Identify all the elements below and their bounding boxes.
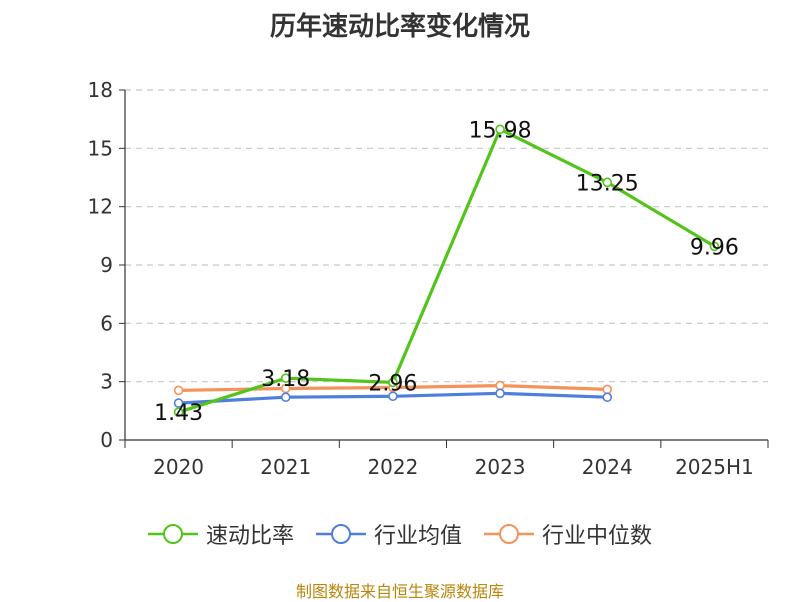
point-0-0 (173, 407, 184, 417)
y-tick-label-0: 0 (100, 428, 113, 452)
x-tick-label-3: 2023 (475, 455, 526, 479)
data-label-5: 9.96 (690, 235, 739, 260)
series-line-0 (178, 127, 716, 414)
point-0-2 (388, 377, 398, 388)
point-0-3 (495, 124, 505, 135)
grid-lines (125, 89, 768, 383)
point-1-3 (495, 388, 505, 399)
data-label-4: 13.25 (576, 171, 639, 196)
data-label-2: 2.96 (368, 371, 417, 396)
legend: 速动比率 行业均值 行业中位数 (0, 518, 800, 550)
y-tick-label-5: 15 (88, 136, 113, 160)
legend-item-0[interactable]: 速动比率 (147, 518, 294, 550)
data-label-0: 1.43 (154, 401, 203, 426)
legend-swatch-1 (315, 524, 366, 544)
x-tick-label-5: 2025H1 (675, 455, 754, 479)
x-tick-label-0: 2020 (153, 455, 204, 479)
data-label-3: 15.98 (469, 118, 532, 143)
point-1-1 (280, 392, 291, 403)
y-tick-label-6: 18 (88, 78, 113, 102)
legend-item-2[interactable]: 行业中位数 (484, 518, 652, 550)
y-tick-label-3: 9 (100, 253, 113, 277)
legend-swatch-2 (484, 524, 534, 544)
data-labels: 1.43 3.18 2.96 15.98 13.25 9.96 (154, 118, 739, 426)
legend-label-0: 速动比率 (205, 524, 294, 549)
axes: 0 3 6 9 12 15 18 2020 2021 2022 2023 2024 2025H1 (88, 78, 769, 479)
point-2-3 (495, 380, 505, 391)
legend-item-1[interactable]: 行业均值 (315, 518, 462, 550)
point-0-4 (602, 177, 613, 188)
x-tick-label-4: 2024 (582, 455, 633, 479)
point-1-2 (388, 391, 398, 402)
x-tick-label-2: 2022 (367, 455, 418, 479)
y-tick-label-4: 12 (88, 195, 113, 219)
point-0-1 (280, 373, 291, 383)
source-note: 制图数据来自恒生聚源数据库 (295, 582, 504, 601)
point-0-5 (709, 241, 720, 252)
legend-label-2: 行业中位数 (542, 524, 653, 549)
y-tick-label-1: 3 (100, 370, 113, 394)
legend-swatch-0 (147, 524, 198, 544)
x-tick-label-1: 2021 (260, 455, 311, 479)
point-1-0 (173, 398, 184, 408)
point-2-0 (173, 385, 184, 396)
chart-title: 历年速动比率变化情况 (269, 12, 530, 42)
legend-label-1: 行业均值 (373, 524, 462, 549)
point-2-4 (602, 384, 613, 395)
y-tick-label-2: 6 (100, 311, 113, 335)
point-1-4 (602, 392, 613, 403)
data-label-1: 3.18 (261, 367, 310, 392)
series-lines (173, 124, 720, 417)
